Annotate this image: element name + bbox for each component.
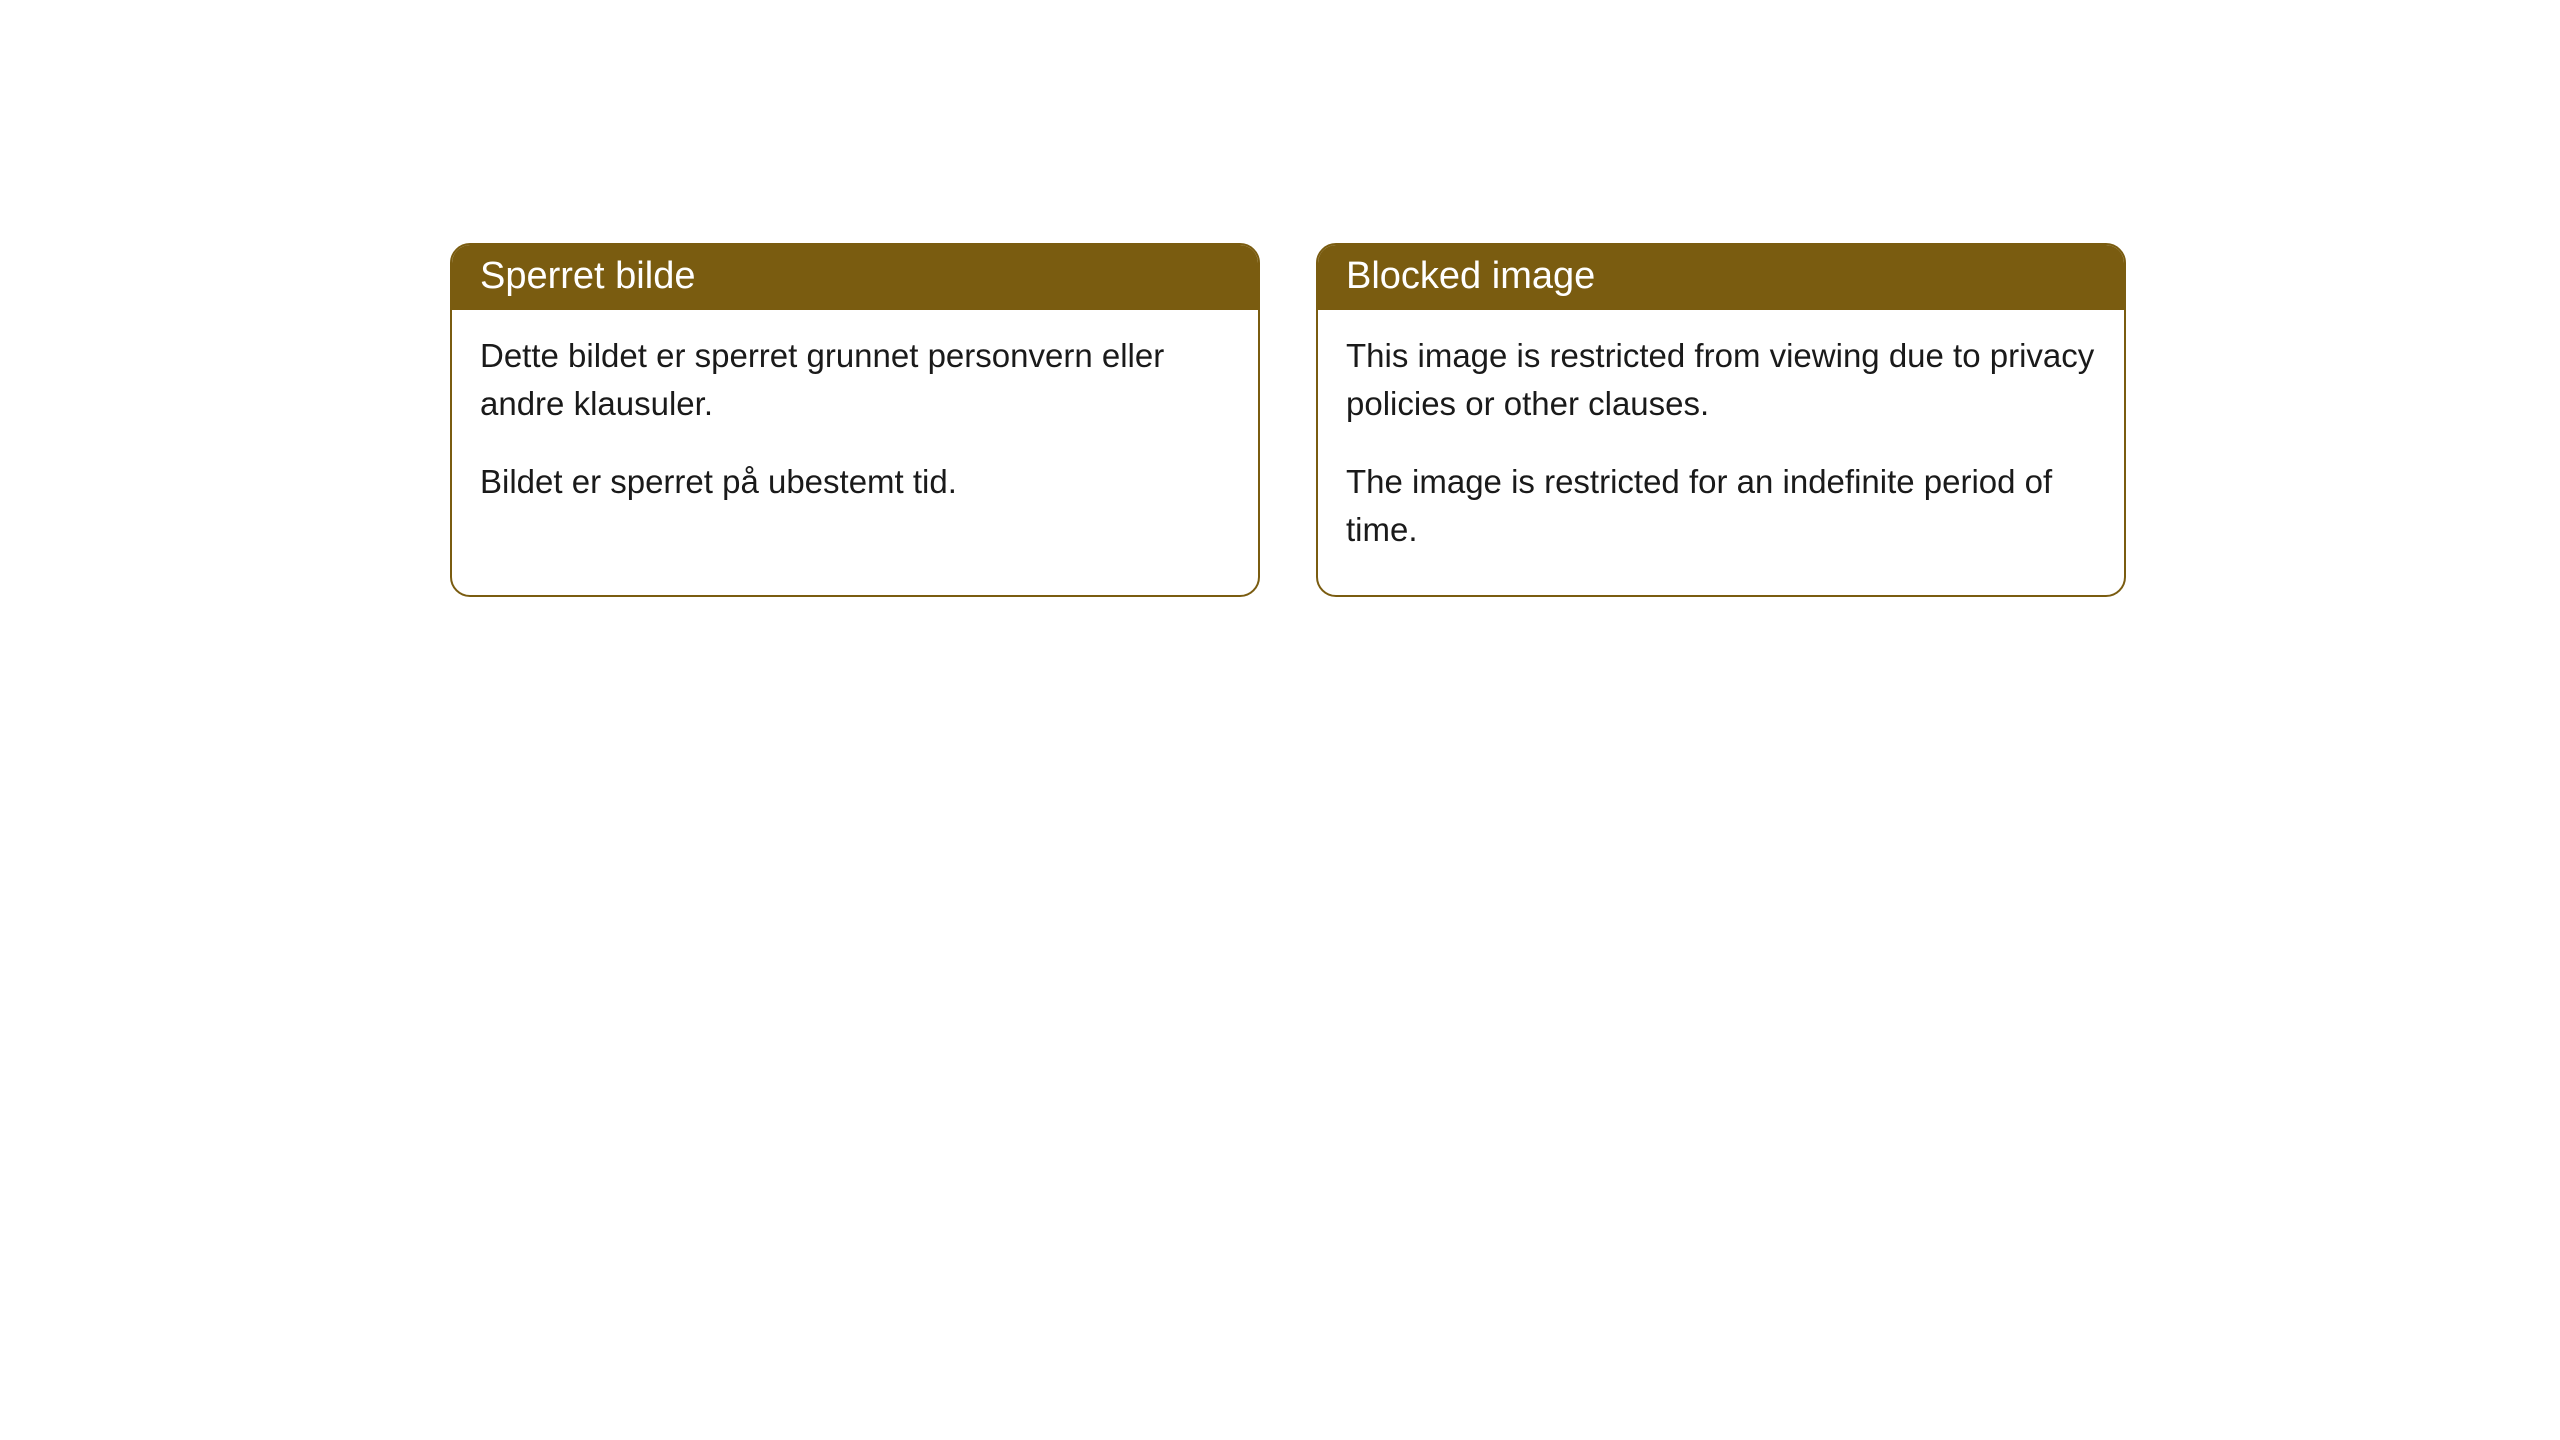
card-paragraph: This image is restricted from viewing du… <box>1346 332 2096 428</box>
card-header: Sperret bilde <box>452 245 1258 310</box>
blocked-image-card-english: Blocked image This image is restricted f… <box>1316 243 2126 597</box>
card-paragraph: Dette bildet er sperret grunnet personve… <box>480 332 1230 428</box>
card-paragraph: The image is restricted for an indefinit… <box>1346 458 2096 554</box>
notice-cards-container: Sperret bilde Dette bildet er sperret gr… <box>450 243 2126 597</box>
card-body: Dette bildet er sperret grunnet personve… <box>452 310 1258 548</box>
card-header: Blocked image <box>1318 245 2124 310</box>
blocked-image-card-norwegian: Sperret bilde Dette bildet er sperret gr… <box>450 243 1260 597</box>
card-paragraph: Bildet er sperret på ubestemt tid. <box>480 458 1230 506</box>
card-body: This image is restricted from viewing du… <box>1318 310 2124 595</box>
